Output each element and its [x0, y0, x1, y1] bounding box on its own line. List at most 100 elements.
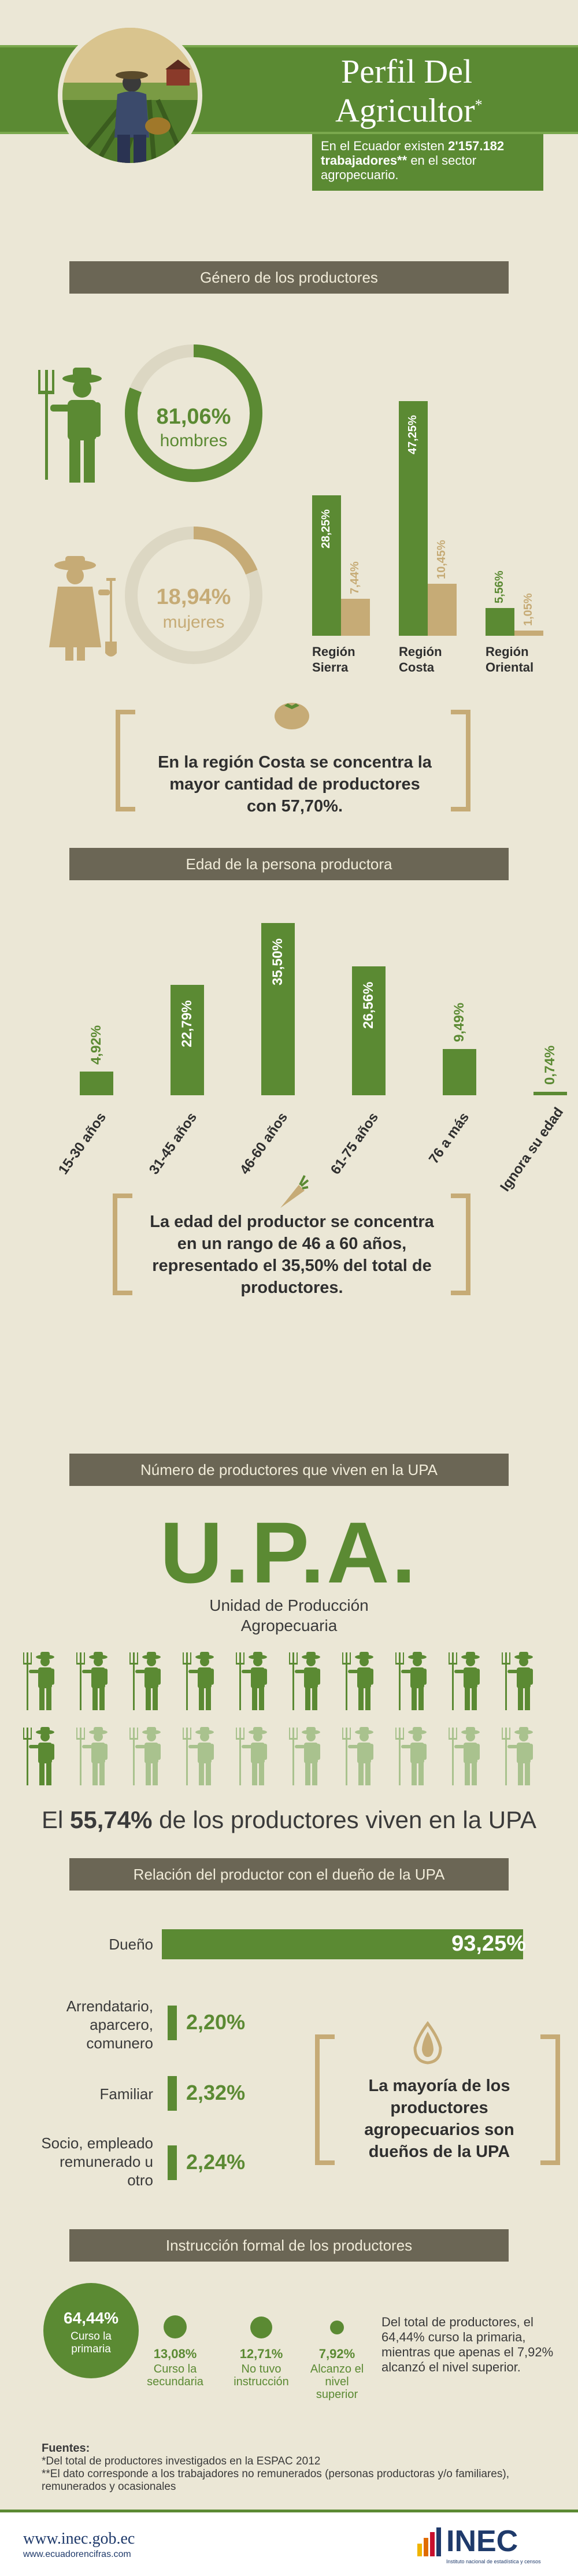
relation-bracket-right	[540, 2034, 560, 2165]
owner-pct: 93,25%	[451, 1932, 526, 1956]
family-pct: 2,32%	[186, 2081, 246, 2104]
farmer-woman-icon	[43, 555, 130, 665]
partner-label-1: Socio, empleado	[41, 2134, 153, 2152]
sources-title: Fuentes:	[42, 2442, 90, 2455]
gender-section-title: Género de los productores	[200, 269, 378, 286]
carrot-icon	[275, 1173, 309, 1214]
partner-label-2: remunerado u	[60, 2153, 153, 2170]
none-pct: 12,71%	[239, 2347, 283, 2361]
age-section-title: Edad de la persona productora	[186, 855, 392, 873]
inec-logo-text: INEC	[446, 2525, 518, 2558]
primary-l2: primaria	[71, 2343, 111, 2355]
age-category-label: 31-45 años	[146, 1110, 201, 1178]
secondary-l1: Curso la	[153, 2363, 197, 2375]
upa-statement: El 55,74% de los productores viven en la…	[0, 1806, 578, 1834]
age-bar	[171, 984, 204, 1095]
farmer-icon	[342, 1725, 379, 1792]
header-intro: En el Ecuador existen 2'157.182 trabajad…	[321, 139, 506, 182]
farmer-icon	[502, 1650, 539, 1717]
region-value-label: 47,25%	[406, 414, 419, 454]
age-value-label: 4,92%	[88, 1025, 104, 1065]
region-value-label: 5,56%	[493, 570, 506, 604]
farmer-icon	[342, 1650, 379, 1717]
age-bar	[352, 966, 386, 1095]
partner-label: Socio, empleado remunerado u otro	[6, 2134, 153, 2189]
age-category-label: 61-75 años	[327, 1110, 382, 1178]
owner-bar	[162, 1929, 523, 1959]
farmer-icon	[129, 1650, 166, 1717]
age-bracket-right	[451, 1194, 470, 1295]
farmer-man-icon	[36, 364, 117, 485]
age-category-label: 76 a más	[425, 1110, 473, 1167]
footer-url-2[interactable]: www.ecuadorencifras.com	[23, 2549, 131, 2559]
title-line-2: Agricultor	[335, 91, 475, 129]
upa-statement-pre: El	[41, 1806, 64, 1833]
women-pct: 18,94%	[156, 585, 231, 609]
family-label: Familiar	[99, 2085, 153, 2103]
upa-statement-pct: 55,74%	[69, 1806, 153, 1833]
partner-label-3: otro	[127, 2171, 153, 2189]
rent-bar	[168, 2006, 177, 2040]
rent-label-2: aparcero,	[90, 2016, 153, 2033]
intro-number: 2'157.182	[448, 139, 505, 153]
education-summary: Del total de productores, el 64,44% curs…	[381, 2315, 554, 2374]
owner-label: Dueño	[109, 1936, 153, 1953]
farmer-icon	[129, 1725, 166, 1792]
partner-bar	[168, 2145, 177, 2180]
none-circle	[250, 2316, 272, 2338]
education-section-banner: Instrucción formal de los productores	[69, 2229, 509, 2262]
relation-bracket-left	[315, 2034, 335, 2165]
women-ring	[121, 523, 266, 668]
relation-section-banner: Relación del productor con el dueño de l…	[69, 1858, 509, 1891]
age-section-banner: Edad de la persona productora	[69, 848, 509, 880]
farmer-icon	[449, 1650, 486, 1717]
relation-callout: La mayoría de los productores agropecuar…	[364, 2077, 514, 2161]
inec-logo-sub: Instituto nacional de estadística y cens…	[446, 2559, 541, 2564]
region-value-label: 28,25%	[320, 509, 332, 549]
farmer-icon	[502, 1725, 539, 1792]
age-chart: 4,92% 15-30 años 22,79% 31-45 años 35,50% 46-…	[35, 902, 567, 1225]
rent-label-3: comunero	[86, 2034, 153, 2052]
footer: www.inec.gob.ec www.ecuadorencifras.com …	[0, 2510, 578, 2576]
rent-label-1: Arrendatario,	[66, 1997, 153, 2015]
region-value-label: 7,44%	[349, 561, 361, 595]
farmer-icon	[183, 1725, 220, 1792]
intro-pre: En el Ecuador existen	[321, 139, 445, 153]
farmer-icon	[289, 1725, 326, 1792]
title-line-1: Perfil Del	[341, 53, 473, 90]
region-bar	[399, 401, 428, 636]
age-value-label: 9,49%	[451, 1003, 467, 1043]
farmer-icon	[449, 1725, 486, 1792]
region-bar	[514, 630, 543, 636]
tomato-icon	[272, 696, 312, 731]
primary-pct: 64,44%	[64, 2309, 118, 2327]
gender-bracket-left	[116, 710, 135, 811]
women-label: mujeres	[162, 613, 225, 632]
header-title: Perfil Del Agricultor*	[335, 55, 566, 127]
region-bar	[428, 584, 457, 636]
age-bar	[80, 1071, 113, 1095]
primary-l1: Curso la	[71, 2330, 112, 2343]
higher-circle	[330, 2321, 344, 2334]
title-mark: *	[475, 97, 483, 113]
region-value-label: 10,45%	[435, 540, 448, 580]
secondary-circle	[164, 2315, 187, 2338]
region-value-label: 1,05%	[522, 593, 535, 626]
region-bar	[312, 495, 341, 636]
age-category-label: Ignora su edad	[497, 1104, 567, 1195]
secondary-pct: 13,08%	[153, 2347, 197, 2361]
rent-pct: 2,20%	[186, 2010, 246, 2034]
region-category-label: Región	[312, 644, 355, 659]
header-band-stripe-bottom	[0, 132, 578, 134]
region-category-label: Sierra	[312, 660, 349, 674]
intro-post: en el sector agropecuario.	[321, 153, 477, 182]
age-bar	[443, 1049, 476, 1095]
age-bar	[261, 922, 295, 1095]
upa-farmer-grid	[23, 1650, 555, 1800]
upa-subtitle-2: Agropecuaria	[240, 1617, 338, 1634]
higher-l1: Alcanzo el	[310, 2363, 364, 2375]
farmer-icon	[23, 1650, 60, 1717]
men-label: hombres	[160, 431, 228, 450]
footer-url[interactable]: www.inec.gob.ec	[23, 2530, 135, 2548]
higher-l2: nivel superior	[316, 2375, 358, 2401]
